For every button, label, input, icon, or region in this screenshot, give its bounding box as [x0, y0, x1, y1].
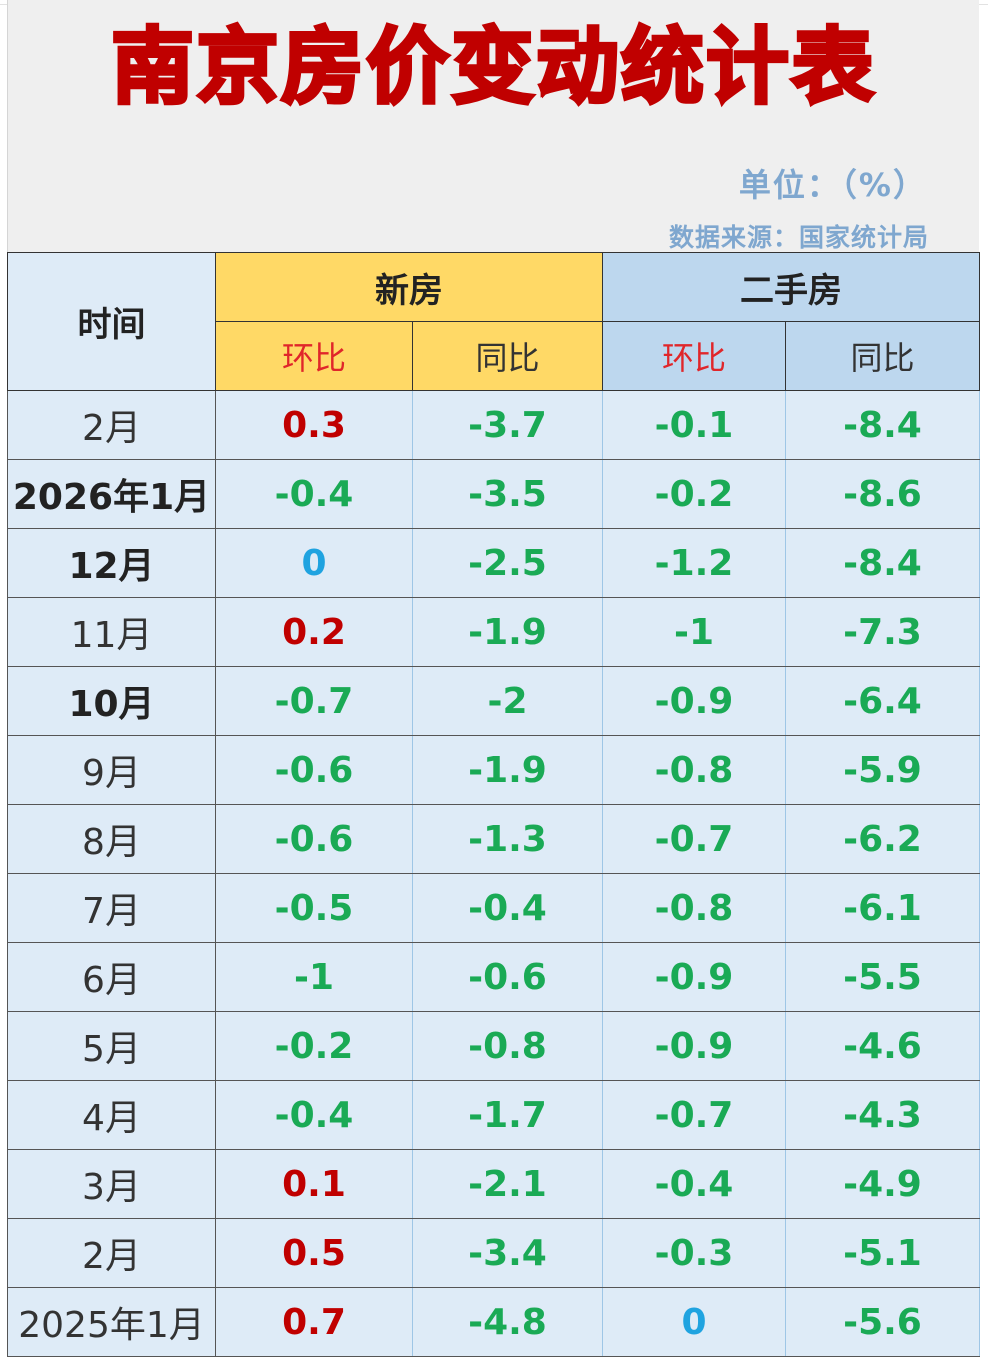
time-cell: 10月 — [7, 666, 216, 736]
new-mom-cell: -0.6 — [215, 804, 413, 874]
used-yoy-cell: -5.1 — [785, 1218, 980, 1288]
used-mom-cell: -0.9 — [602, 1011, 786, 1081]
table-row: 12月 0 -2.5 -1.2 -8.4 — [7, 528, 980, 598]
used-yoy-cell: -7.3 — [785, 597, 980, 667]
used-mom-cell: -0.7 — [602, 1080, 786, 1150]
new-mom-cell: -1 — [215, 942, 413, 1012]
used-yoy-cell: -6.2 — [785, 804, 980, 874]
table-row: 10月 -0.7 -2 -0.9 -6.4 — [7, 666, 980, 736]
time-cell: 5月 — [7, 1011, 216, 1081]
used-mom-cell: -1.2 — [602, 528, 786, 598]
new-house-header: 新房 — [215, 252, 603, 322]
new-yoy-cell: -3.4 — [412, 1218, 603, 1288]
new-yoy-cell: -2.1 — [412, 1149, 603, 1219]
used-mom-cell: -0.3 — [602, 1218, 786, 1288]
used-mom-cell: -0.7 — [602, 804, 786, 874]
time-cell: 11月 — [7, 597, 216, 667]
used-yoy-cell: -4.6 — [785, 1011, 980, 1081]
time-cell: 4月 — [7, 1080, 216, 1150]
new-yoy-cell: -1.3 — [412, 804, 603, 874]
new-yoy-cell: -0.8 — [412, 1011, 603, 1081]
used-yoy-cell: -8.6 — [785, 459, 980, 529]
new-mom-cell: 0 — [215, 528, 413, 598]
used-mom-header: 环比 — [602, 321, 786, 391]
new-yoy-cell: -0.6 — [412, 942, 603, 1012]
new-mom-cell: -0.4 — [215, 1080, 413, 1150]
time-cell: 2026年1月 — [7, 459, 216, 529]
used-mom-cell: -0.4 — [602, 1149, 786, 1219]
new-mom-header: 环比 — [215, 321, 413, 391]
new-yoy-cell: -1.7 — [412, 1080, 603, 1150]
table-row: 5月 -0.2 -0.8 -0.9 -4.6 — [7, 1011, 980, 1081]
used-house-header: 二手房 — [602, 252, 980, 322]
used-mom-cell: -0.1 — [602, 390, 786, 460]
new-yoy-header: 同比 — [412, 321, 603, 391]
time-cell: 9月 — [7, 735, 216, 805]
table-row: 2025年1月 0.7 -4.8 0 -5.6 — [7, 1287, 980, 1357]
time-cell: 7月 — [7, 873, 216, 943]
used-yoy-cell: -8.4 — [785, 390, 980, 460]
page-title: 南京房价变动统计表 — [109, 18, 877, 117]
used-mom-cell: -0.9 — [602, 666, 786, 736]
used-yoy-cell: -4.9 — [785, 1149, 980, 1219]
new-yoy-cell: -2.5 — [412, 528, 603, 598]
table-row: 4月 -0.4 -1.7 -0.7 -4.3 — [7, 1080, 980, 1150]
used-yoy-cell: -5.9 — [785, 735, 980, 805]
new-mom-cell: 0.3 — [215, 390, 413, 460]
time-cell: 8月 — [7, 804, 216, 874]
new-yoy-cell: -2 — [412, 666, 603, 736]
source-label: 数据来源：国家统计局 — [668, 223, 929, 252]
used-mom-cell: -0.9 — [602, 942, 786, 1012]
table-row: 9月 -0.6 -1.9 -0.8 -5.9 — [7, 735, 980, 805]
table-row: 2026年1月 -0.4 -3.5 -0.2 -8.6 — [7, 459, 980, 529]
table-row: 2月 0.3 -3.7 -0.1 -8.4 — [7, 390, 980, 460]
time-header: 时间 — [7, 252, 216, 391]
new-yoy-cell: -3.5 — [412, 459, 603, 529]
new-yoy-cell: -1.9 — [412, 735, 603, 805]
new-mom-cell: 0.2 — [215, 597, 413, 667]
sheet-header: 南京房价变动统计表 单位：（%） 数据来源：国家统计局 — [7, 0, 979, 252]
new-mom-cell: 0.7 — [215, 1287, 413, 1357]
used-yoy-cell: -6.4 — [785, 666, 980, 736]
time-cell: 2月 — [7, 1218, 216, 1288]
price-table: 时间 新房 二手房 环比 同比 环比 同比 2月 0.3 -3.7 -0.1 -8.4 2… — [7, 252, 980, 1357]
used-mom-cell: -0.8 — [602, 873, 786, 943]
new-mom-cell: -0.2 — [215, 1011, 413, 1081]
new-yoy-cell: -1.9 — [412, 597, 603, 667]
time-cell: 2月 — [7, 390, 216, 460]
table-row: 3月 0.1 -2.1 -0.4 -4.9 — [7, 1149, 980, 1219]
new-mom-cell: -0.4 — [215, 459, 413, 529]
used-mom-cell: 0 — [602, 1287, 786, 1357]
used-yoy-cell: -5.5 — [785, 942, 980, 1012]
unit-label: 单位：（%） — [738, 166, 927, 204]
used-yoy-header: 同比 — [785, 321, 980, 391]
new-mom-cell: 0.1 — [215, 1149, 413, 1219]
used-yoy-cell: -5.6 — [785, 1287, 980, 1357]
new-yoy-cell: -4.8 — [412, 1287, 603, 1357]
used-mom-cell: -0.8 — [602, 735, 786, 805]
new-mom-cell: -0.5 — [215, 873, 413, 943]
table-body: 2月 0.3 -3.7 -0.1 -8.4 2026年1月 -0.4 -3.5 -0.2 -8.6… — [7, 390, 980, 1357]
table-row: 8月 -0.6 -1.3 -0.7 -6.2 — [7, 804, 980, 874]
new-mom-cell: 0.5 — [215, 1218, 413, 1288]
time-cell: 3月 — [7, 1149, 216, 1219]
time-cell: 12月 — [7, 528, 216, 598]
time-cell: 2025年1月 — [7, 1287, 216, 1357]
used-yoy-cell: -8.4 — [785, 528, 980, 598]
time-cell: 6月 — [7, 942, 216, 1012]
new-mom-cell: -0.6 — [215, 735, 413, 805]
used-yoy-cell: -4.3 — [785, 1080, 980, 1150]
table-row: 11月 0.2 -1.9 -1 -7.3 — [7, 597, 980, 667]
used-mom-cell: -0.2 — [602, 459, 786, 529]
table-row: 7月 -0.5 -0.4 -0.8 -6.1 — [7, 873, 980, 943]
used-mom-cell: -1 — [602, 597, 786, 667]
new-yoy-cell: -0.4 — [412, 873, 603, 943]
table-row: 6月 -1 -0.6 -0.9 -5.5 — [7, 942, 980, 1012]
used-yoy-cell: -6.1 — [785, 873, 980, 943]
table-row: 2月 0.5 -3.4 -0.3 -5.1 — [7, 1218, 980, 1288]
new-yoy-cell: -3.7 — [412, 390, 603, 460]
new-mom-cell: -0.7 — [215, 666, 413, 736]
